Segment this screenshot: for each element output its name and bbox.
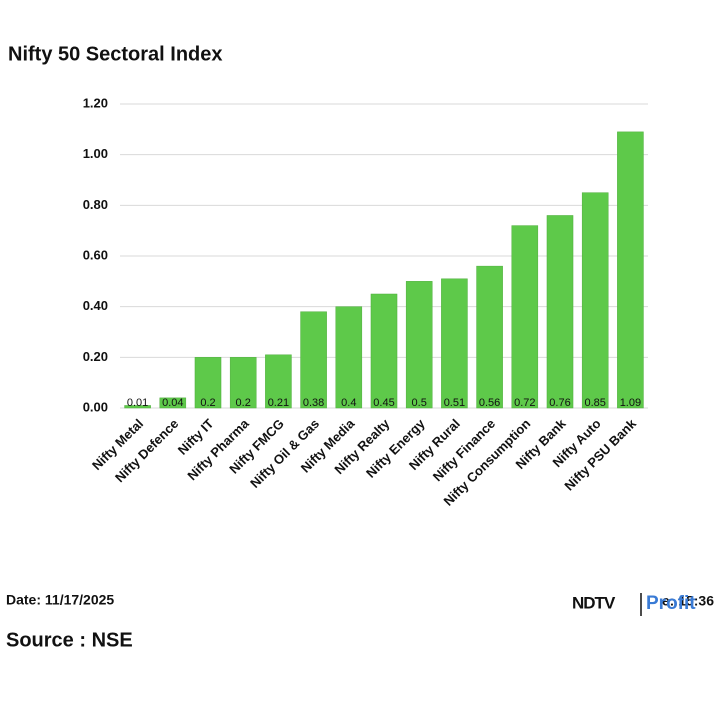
value-label: 0.21 — [268, 397, 289, 409]
bar — [581, 192, 609, 409]
value-label: 0.5 — [412, 397, 427, 409]
value-label: 0.04 — [162, 397, 183, 409]
value-label: 0.45 — [373, 397, 394, 409]
value-label: 0.01 — [127, 397, 148, 409]
value-label: 0.4 — [341, 397, 356, 409]
y-tick-label: 0.20 — [83, 349, 108, 364]
chart-title: Nifty 50 Sectoral Index — [8, 43, 223, 65]
value-label: 0.51 — [444, 397, 465, 409]
bar — [335, 306, 363, 409]
value-label: 0.72 — [514, 397, 535, 409]
logo-right: Profit — [646, 593, 696, 614]
bar — [511, 225, 539, 409]
y-tick-label: 1.00 — [83, 146, 108, 161]
logo-left: NDTV — [572, 593, 616, 612]
value-label: 0.2 — [200, 397, 215, 409]
bar — [370, 293, 398, 409]
value-label: 0.85 — [584, 397, 605, 409]
bar — [546, 215, 574, 409]
y-tick-label: 0.40 — [83, 298, 108, 313]
bar — [300, 311, 327, 409]
source: Source : NSE — [6, 629, 133, 651]
bar — [441, 278, 468, 409]
y-tick-label: 1.20 — [83, 95, 108, 110]
value-label: 1.09 — [620, 397, 641, 409]
bar — [159, 397, 187, 409]
logo-bg — [570, 590, 660, 615]
y-tick-label: 0.00 — [83, 399, 108, 414]
value-label: 0.2 — [236, 397, 251, 409]
value-label: 0.76 — [549, 397, 570, 409]
date: Date: 11/17/2025 — [6, 592, 114, 608]
value-label: 0.38 — [303, 397, 324, 409]
bar — [194, 357, 222, 409]
bar — [617, 131, 644, 409]
bar — [229, 357, 257, 409]
y-tick-label: 0.80 — [83, 197, 108, 212]
y-tick-label: 0.60 — [83, 247, 108, 262]
value-label: 0.56 — [479, 397, 500, 409]
bar — [405, 281, 433, 409]
bar — [476, 265, 503, 409]
bar — [265, 354, 292, 409]
bar — [124, 405, 151, 409]
